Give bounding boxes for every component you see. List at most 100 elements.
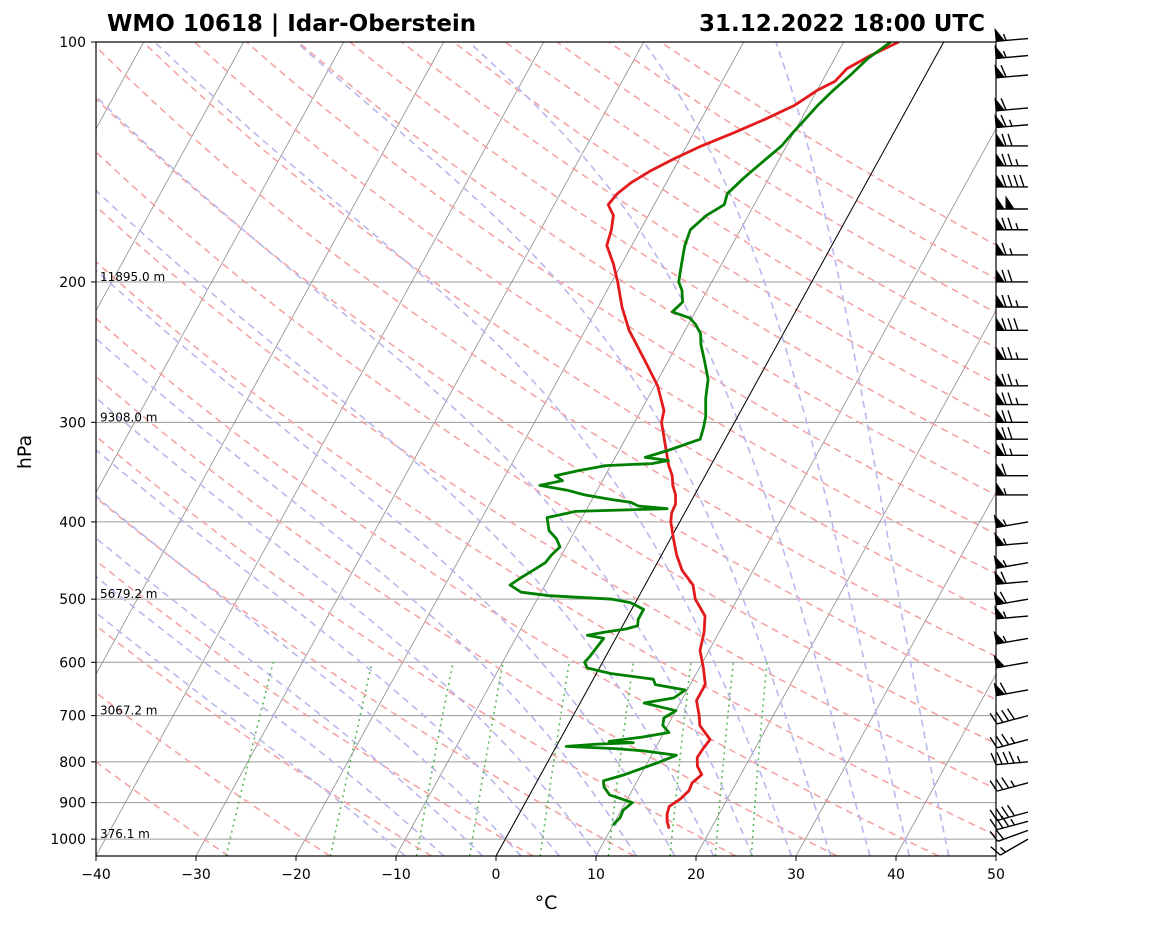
wind-barb-full [1006,804,1016,817]
wind-barb-half [1015,352,1019,360]
x-tick-label: −30 [181,867,211,883]
zero-isotherm-line [495,42,945,856]
wind-barb-flag [995,152,1005,167]
wind-barb-full [1007,392,1013,405]
moist-adiabat-line [96,611,406,856]
wind-barb [995,345,1028,360]
plot-grid [96,42,996,856]
wind-barb [995,441,1028,457]
wind-barb-flag [994,97,1006,112]
wind-barb [995,372,1028,387]
wind-barb [995,462,1028,477]
dry-adiabat-line [96,760,230,856]
isotherm-line [195,42,645,856]
moist-adiabat-line [96,269,676,856]
moist-adiabat-line [96,495,522,856]
wind-barb [993,514,1029,529]
mixing-ratio-line [225,662,275,856]
dry-adiabat-line [96,45,996,658]
wind-barb [989,708,1029,725]
wind-barb-flag [995,241,1005,256]
x-tick-label: 50 [987,867,1005,883]
wind-barb [990,838,1029,856]
wind-barb [989,804,1029,822]
isotherm-line [995,855,996,856]
y-tick-label: 700 [59,709,86,725]
wind-barb-full [995,711,1004,723]
moist-adiabat-line [295,42,832,856]
wind-barb-full [1001,346,1007,360]
dry-adiabat-line [660,42,996,246]
wind-barb-half [1009,248,1013,256]
wind-barb [995,293,1028,308]
moist-adiabat-line [96,448,561,856]
wind-barb-full [995,828,1005,840]
dry-adiabat-line [297,42,996,496]
wind-barb [993,554,1029,569]
plot-frame [95,41,997,857]
moist-adiabat-line [775,42,950,856]
mixing-ratio-line [750,662,768,856]
wind-barb-flag [993,514,1006,529]
wind-barb-half [1002,635,1007,643]
wind-barb-full [1001,426,1007,440]
wind-barb-full [1007,133,1013,147]
dry-adiabat-line [96,435,737,856]
wind-barb-full [1002,751,1009,764]
wind-barb [994,570,1029,585]
isotherm-line [96,42,445,676]
isotherm-line [96,42,345,494]
wind-barb [989,828,1029,842]
dry-adiabat-line [96,375,838,856]
wind-barb-flag [995,293,1005,308]
isotherm-line [395,42,845,856]
wind-barb [995,132,1028,147]
mixing-ratio-line [539,662,571,856]
wind-barb [995,241,1028,256]
wind-barb-flag [995,132,1005,147]
x-tick-label: −40 [81,867,111,883]
moist-adiabat-line [154,42,793,856]
wind-barb-flag [993,630,1006,645]
isotherm-line [795,491,996,856]
y-tick-label: 500 [59,592,86,608]
wind-barb-full [1001,733,1010,746]
dry-adiabat-line [194,42,996,575]
dry-adiabat-line [452,42,996,385]
wind-barb-full [1000,571,1007,584]
dry-adiabat-line [96,150,996,745]
y-tick-label: 200 [59,275,86,291]
dry-adiabat-line [349,42,996,458]
wind-barb-full [995,778,1004,790]
wind-barb [989,733,1029,749]
x-tick-label: 40 [887,867,905,883]
wind-barb-full [989,818,998,831]
wind-barb-half [1015,159,1019,167]
wind-barb-half [1003,488,1007,496]
wind-barb [993,654,1029,669]
wind-barb-half [1010,780,1016,787]
wind-barb [995,152,1028,167]
wind-barb-flag [995,372,1005,387]
wind-barb-half [1008,119,1013,127]
wind-barb-full [989,712,998,725]
wind-barb [995,316,1028,332]
y-tick-label: 100 [59,35,86,51]
height-label: 9308.0 m [100,410,158,424]
mixing-ratio-line [669,662,692,856]
wind-barb [995,173,1028,188]
wind-barb-flag [995,425,1005,440]
wind-barb-half [1002,519,1007,527]
wind-barb-flag [1005,195,1015,210]
wind-barb [994,27,1029,43]
wind-barb-flag [994,64,1006,79]
moist-adiabat-line [96,396,599,856]
wind-barb [994,532,1029,547]
x-tick-label: −20 [281,867,311,883]
y-tick-label: 1000 [50,832,86,848]
wind-barb-full [989,780,998,792]
wind-barb-flag [995,441,1005,456]
wind-barb-half [1015,300,1019,308]
isotherm-line [895,673,996,856]
isotherm-line [595,127,996,856]
